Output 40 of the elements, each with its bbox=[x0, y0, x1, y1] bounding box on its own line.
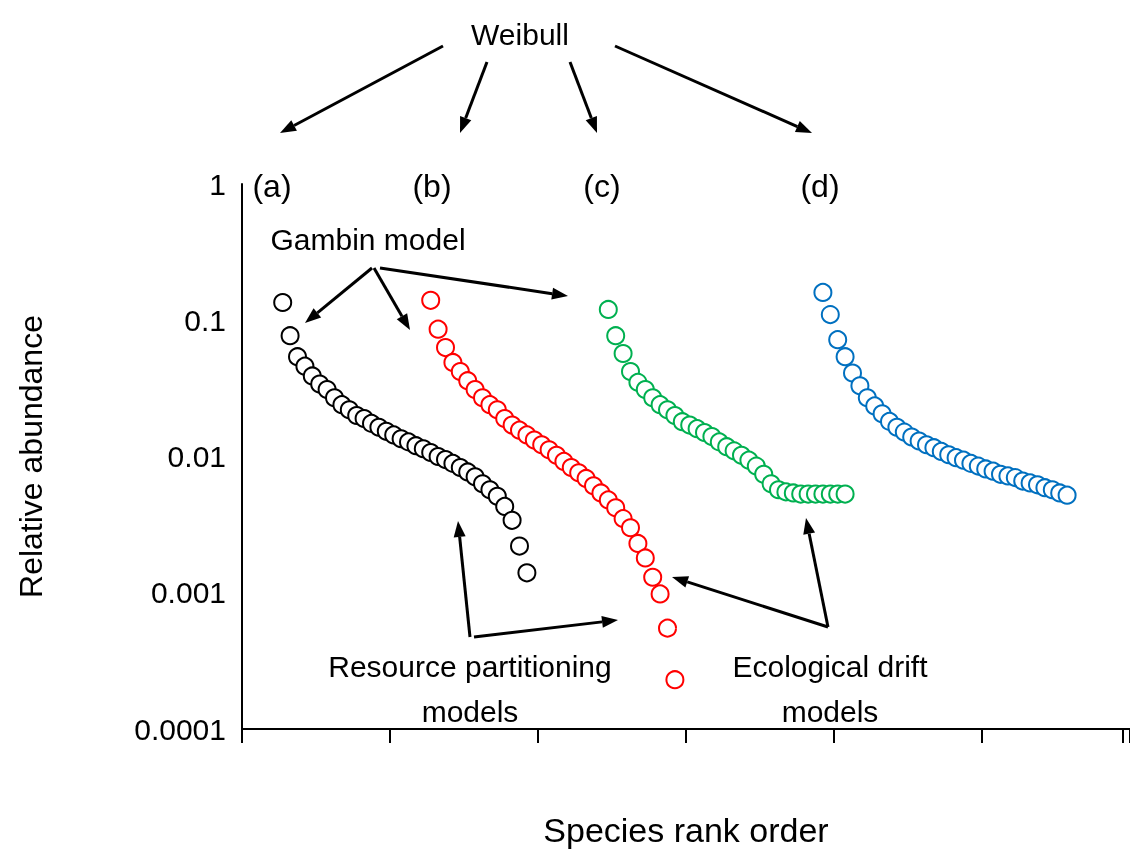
annotation: (a) bbox=[251, 167, 293, 206]
point bbox=[628, 533, 648, 553]
point bbox=[606, 326, 626, 346]
y-axis-title: Relative abundance bbox=[13, 315, 49, 598]
annotation: Resource partitioning models bbox=[327, 649, 613, 730]
point bbox=[650, 584, 670, 604]
point bbox=[643, 567, 663, 587]
annotation: (c) bbox=[582, 167, 622, 206]
x-axis-title: Species rank order bbox=[543, 811, 829, 849]
point bbox=[613, 344, 633, 364]
point bbox=[273, 293, 293, 312]
point bbox=[835, 484, 855, 504]
y-tick-label: 1 bbox=[209, 167, 226, 201]
annotation: (b) bbox=[411, 167, 453, 206]
point bbox=[280, 326, 300, 346]
point bbox=[436, 338, 455, 358]
annotation: Ecological drift models bbox=[731, 649, 929, 730]
point bbox=[502, 510, 522, 530]
point bbox=[517, 563, 537, 583]
y-tick-label: 0.01 bbox=[167, 440, 226, 473]
y-tick-label: 0.1 bbox=[184, 303, 226, 337]
point bbox=[621, 518, 640, 538]
point bbox=[665, 670, 685, 690]
point bbox=[813, 282, 833, 302]
y-tick-label: 0.001 bbox=[150, 576, 226, 610]
point bbox=[598, 299, 618, 319]
point bbox=[658, 618, 677, 638]
point bbox=[828, 330, 848, 350]
point bbox=[495, 496, 515, 516]
point bbox=[510, 536, 529, 556]
point bbox=[428, 319, 448, 339]
annotation: (d) bbox=[799, 167, 841, 206]
point bbox=[421, 290, 441, 310]
point bbox=[820, 305, 840, 325]
point bbox=[835, 347, 855, 367]
y-tick-label: 0.0001 bbox=[134, 712, 226, 746]
annotation: Gambin model bbox=[269, 222, 467, 258]
text: Weibull bbox=[470, 17, 570, 53]
point bbox=[1057, 485, 1077, 505]
point bbox=[635, 548, 655, 568]
